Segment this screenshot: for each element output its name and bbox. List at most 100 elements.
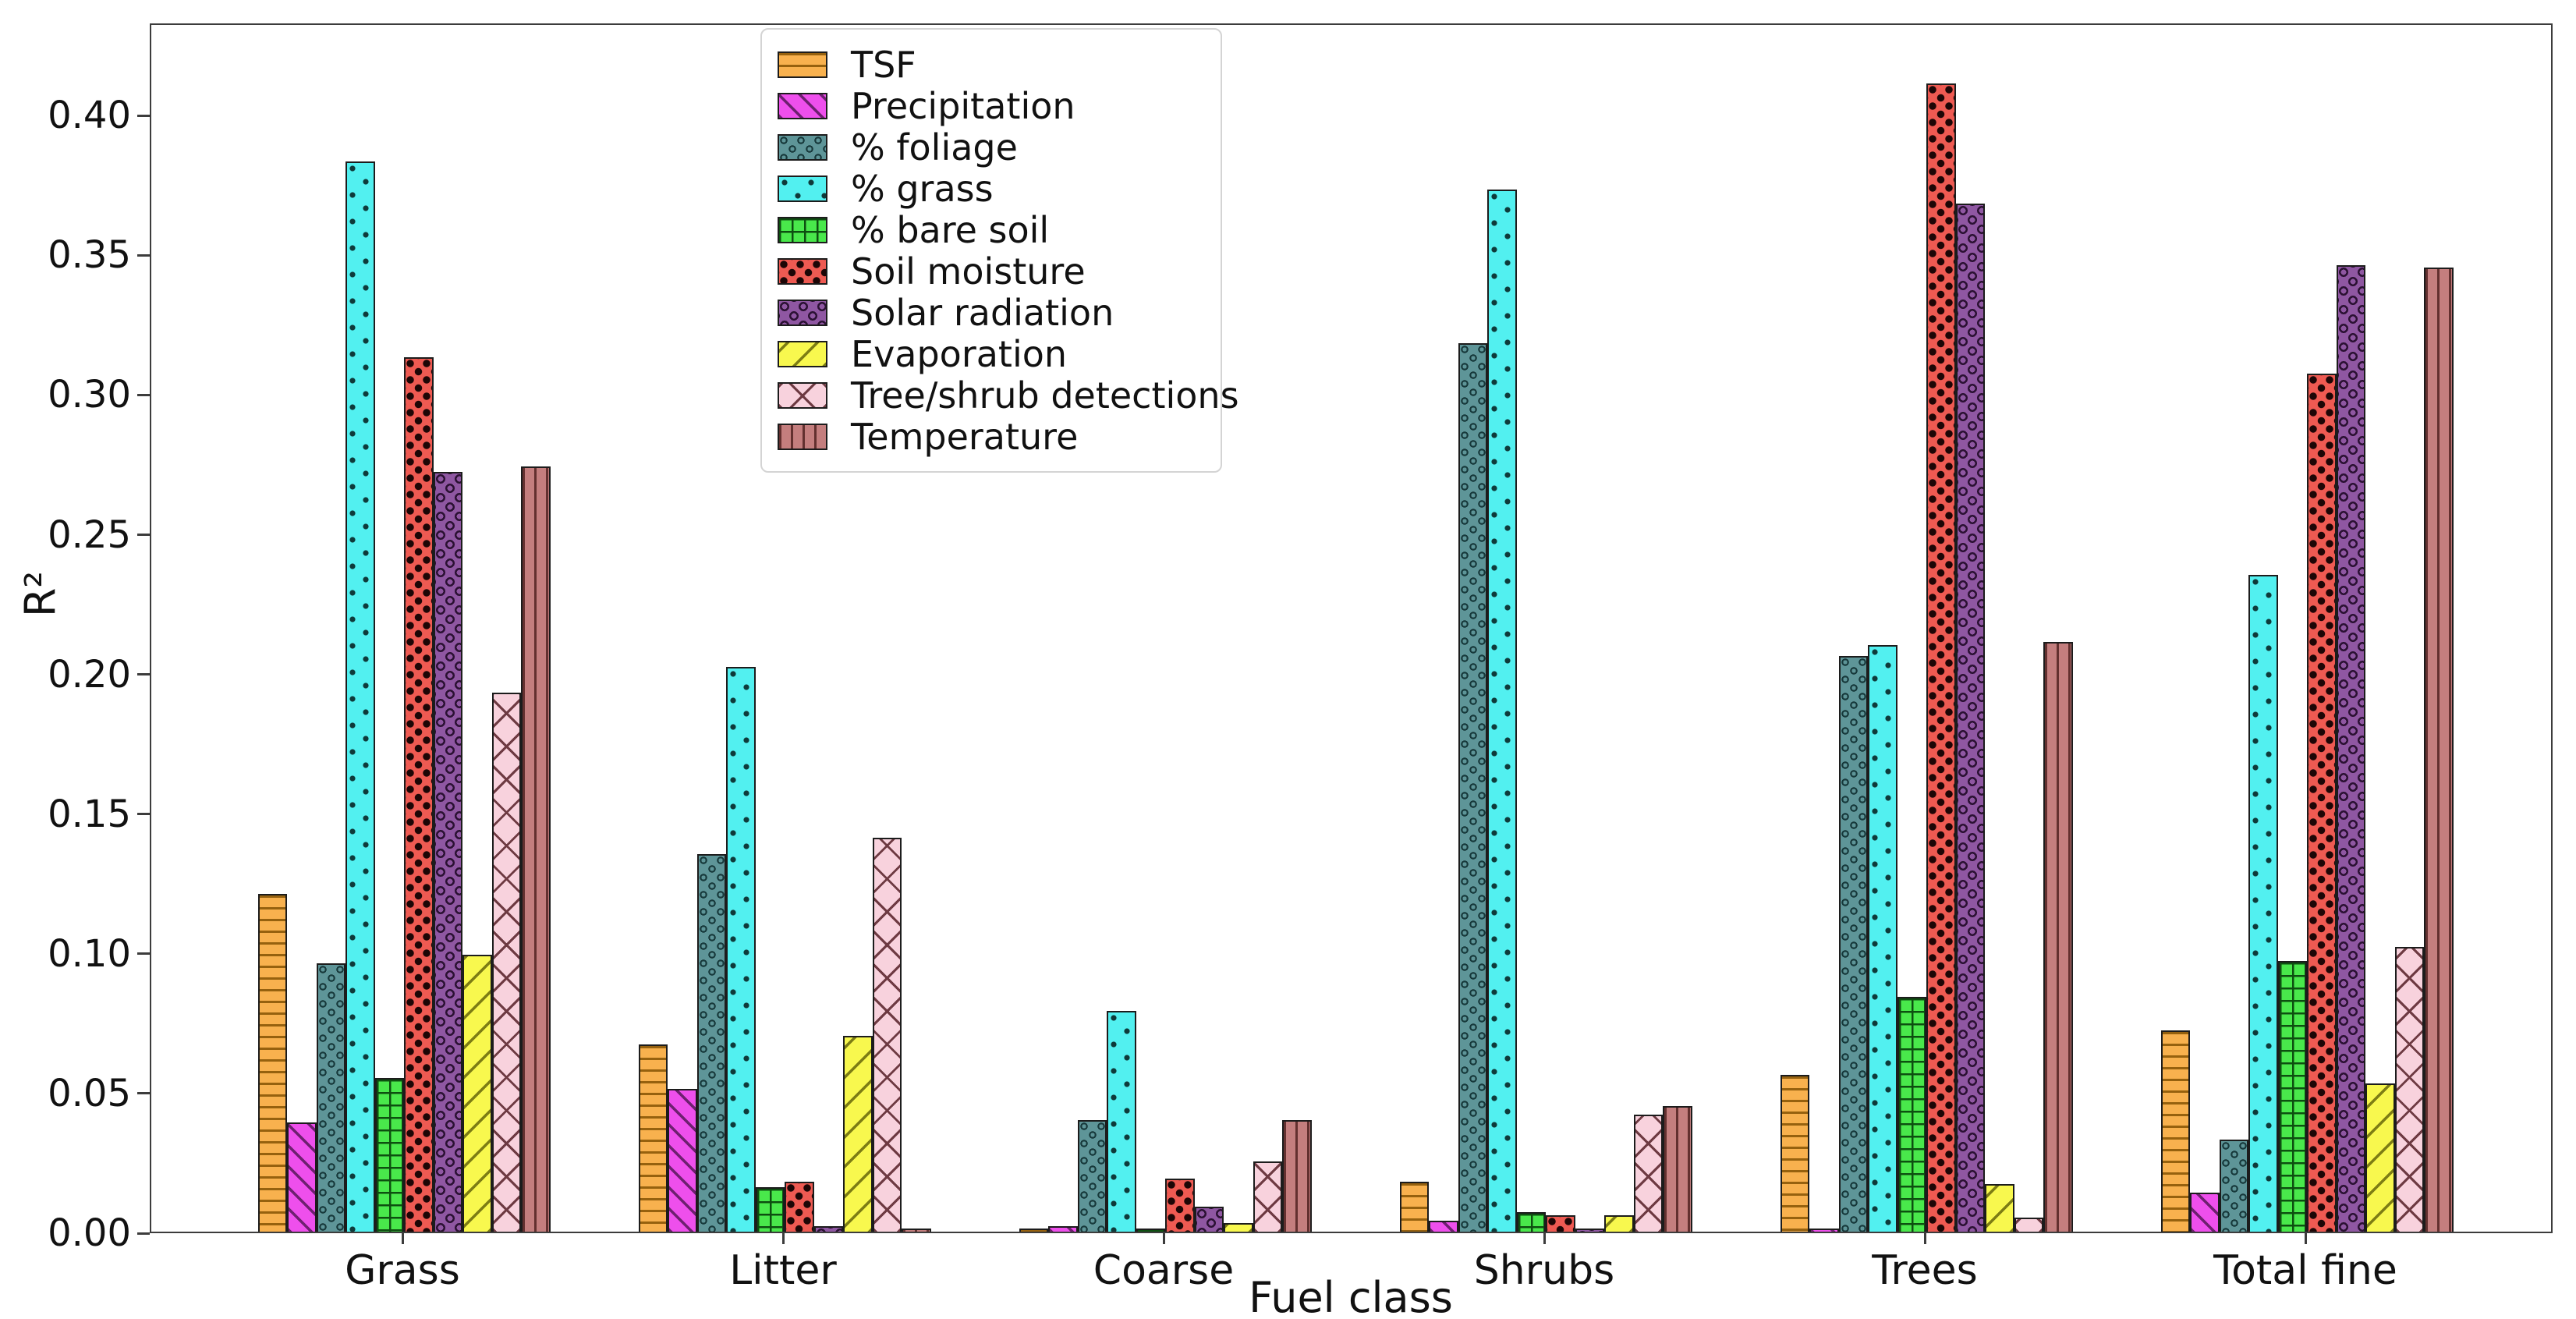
bar-grass-shrubs — [1487, 189, 1517, 1232]
legend-item-grass: % grass — [778, 168, 1205, 209]
legend-item-temperature: Temperature — [778, 416, 1205, 457]
bar-solar-radiation-coarse — [1194, 1206, 1224, 1232]
legend-swatch-tree-shrub-detections — [778, 381, 827, 409]
x-tick-mark — [401, 1233, 404, 1244]
legend-item-tree-shrub-detections: Tree/shrub detections — [778, 374, 1239, 416]
y-tick-label: 0.30 — [48, 373, 131, 417]
y-tick-label: 0.15 — [48, 792, 131, 836]
bar-soil-moisture-litter — [785, 1181, 814, 1232]
bar-temperature-coarse — [1282, 1119, 1312, 1232]
bar-grass-grass — [345, 161, 375, 1232]
bar-soil-moisture-coarse — [1165, 1178, 1195, 1232]
bar-foliage-litter — [696, 854, 726, 1232]
bar-evaporation-shrubs — [1604, 1214, 1634, 1232]
legend-label: Evaporation — [851, 332, 1068, 375]
x-tick-mark — [1162, 1233, 1165, 1244]
bar-tsf-coarse — [1019, 1229, 1048, 1232]
bar-evaporation-litter — [843, 1036, 873, 1232]
legend-item-evaporation: Evaporation — [778, 333, 1205, 374]
legend-swatch-evaporation — [778, 340, 827, 367]
bar-tsf-total-fine — [2160, 1030, 2190, 1232]
bar-bare-soil-litter — [755, 1186, 785, 1232]
legend-label: Temperature — [851, 415, 1079, 458]
bar-soil-moisture-shrubs — [1546, 1214, 1575, 1232]
legend-label: % bare soil — [851, 208, 1050, 251]
x-tick-label-litter: Litter — [729, 1247, 837, 1294]
bar-bare-soil-shrubs — [1516, 1211, 1546, 1232]
bar-solar-radiation-trees — [1955, 203, 1985, 1232]
bar-foliage-trees — [1838, 656, 1868, 1232]
bar-tree-shrub-detections-trees — [2014, 1218, 2043, 1232]
x-tick-label-coarse: Coarse — [1093, 1247, 1235, 1294]
bar-bare-soil-trees — [1897, 997, 1926, 1232]
y-tick-mark — [137, 114, 150, 117]
y-tick-label: 0.10 — [48, 931, 131, 976]
bar-tsf-grass — [257, 893, 287, 1232]
bar-precipitation-coarse — [1048, 1225, 1078, 1232]
bar-precipitation-grass — [287, 1122, 317, 1232]
bar-precipitation-trees — [1809, 1229, 1839, 1232]
legend: TSF Precipitation% foliage% grass% bare s… — [760, 28, 1239, 473]
bar-temperature-trees — [2043, 642, 2073, 1232]
legend-swatch-tsf — [778, 51, 827, 78]
legend-swatch-solar-radiation — [778, 299, 827, 326]
legend-item-bare-soil: % bare soil — [778, 209, 1205, 250]
bar-foliage-shrubs — [1458, 342, 1487, 1232]
legend-label: Soil moisture — [851, 250, 1086, 293]
y-tick-mark — [137, 1232, 150, 1235]
legend-swatch-soil-moisture — [778, 257, 827, 285]
legend-swatch-foliage — [778, 133, 827, 161]
legend-swatch-precipitation — [778, 92, 827, 119]
bar-grass-litter — [726, 667, 756, 1232]
x-axis-label: Fuel class — [1249, 1273, 1453, 1319]
legend-item-soil-moisture: Soil moisture — [778, 250, 1205, 292]
bar-foliage-grass — [316, 963, 345, 1232]
legend-label: Tree/shrub detections — [851, 374, 1239, 417]
y-tick-label: 0.20 — [48, 652, 131, 697]
bar-tree-shrub-detections-shrubs — [1633, 1114, 1663, 1232]
x-tick-mark — [1923, 1233, 1926, 1244]
y-tick-mark — [137, 254, 150, 257]
bar-precipitation-total-fine — [2190, 1192, 2220, 1232]
x-tick-label-trees: Trees — [1872, 1247, 1978, 1294]
legend-item-solar-radiation: Solar radiation — [778, 292, 1205, 333]
bar-solar-radiation-shrubs — [1575, 1229, 1604, 1232]
bar-grass-coarse — [1107, 1011, 1136, 1232]
y-tick-mark — [137, 673, 150, 676]
bar-solar-radiation-total-fine — [2336, 264, 2365, 1232]
bar-temperature-grass — [521, 466, 551, 1232]
bar-solar-radiation-litter — [813, 1225, 843, 1232]
y-tick-label: 0.05 — [48, 1071, 131, 1115]
bar-bare-soil-coarse — [1136, 1229, 1165, 1232]
bar-evaporation-trees — [1985, 1184, 2014, 1232]
bar-tree-shrub-detections-grass — [491, 692, 521, 1232]
y-tick-label: 0.40 — [48, 94, 131, 138]
x-tick-label-total-fine: Total fine — [2213, 1247, 2397, 1294]
bar-solar-radiation-grass — [433, 471, 462, 1232]
y-tick-mark — [137, 813, 150, 816]
y-tick-mark — [137, 534, 150, 536]
y-tick-mark — [137, 1092, 150, 1095]
bar-temperature-total-fine — [2424, 268, 2454, 1232]
bar-soil-moisture-total-fine — [2307, 374, 2337, 1232]
legend-item-precipitation: Precipitation — [778, 85, 1205, 126]
bar-tsf-shrubs — [1399, 1181, 1429, 1232]
x-tick-label-shrubs: Shrubs — [1473, 1247, 1615, 1294]
legend-swatch-temperature — [778, 423, 827, 450]
y-tick-label: 0.25 — [48, 512, 131, 557]
legend-item-foliage: % foliage — [778, 126, 1205, 168]
legend-swatch-grass — [778, 175, 827, 202]
y-tick-mark — [137, 952, 150, 956]
legend-label: % foliage — [851, 126, 1018, 168]
bar-evaporation-total-fine — [2365, 1083, 2395, 1232]
legend-label: Solar radiation — [851, 291, 1114, 334]
bar-foliage-total-fine — [2219, 1139, 2248, 1232]
bar-temperature-shrubs — [1663, 1105, 1692, 1232]
bar-tsf-trees — [1780, 1075, 1809, 1232]
bar-temperature-litter — [902, 1229, 931, 1232]
bar-tree-shrub-detections-coarse — [1253, 1161, 1282, 1232]
legend-item-tsf: TSF — [778, 44, 1205, 85]
bar-grass-total-fine — [2248, 575, 2278, 1232]
bar-bare-soil-total-fine — [2277, 960, 2307, 1232]
